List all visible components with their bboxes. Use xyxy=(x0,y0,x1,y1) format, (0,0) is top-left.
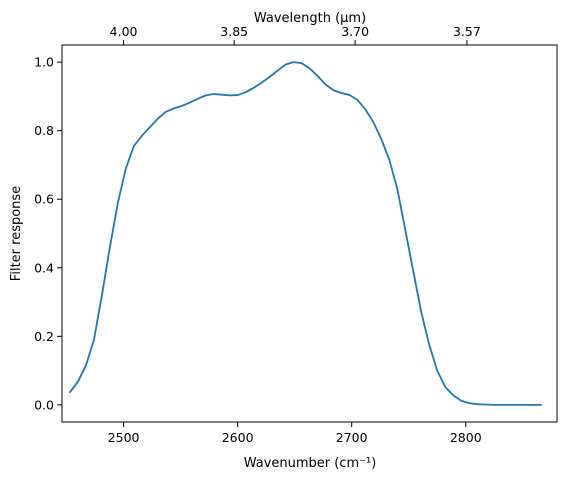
series-layer xyxy=(69,61,542,406)
x-tick-label: 2600 xyxy=(222,430,254,445)
x-tick-label: 2800 xyxy=(450,430,482,445)
x-axis-title: Wavenumber (cm⁻¹) xyxy=(244,456,377,471)
y-tick-label: 1.0 xyxy=(34,55,54,70)
x-tick-label: 2500 xyxy=(108,430,140,445)
x-axis-bottom: 2500 2600 2700 2800 xyxy=(108,422,482,445)
y-tick-label: 0.2 xyxy=(34,329,54,344)
y-axis-title: Filter response xyxy=(9,186,24,281)
top-axis-title: Wavelength (μm) xyxy=(254,11,366,26)
y-tick-label: 0.0 xyxy=(34,397,54,412)
top-tick-label: 3.70 xyxy=(341,24,369,39)
filter-response-line xyxy=(69,61,542,406)
y-tick-label: 0.6 xyxy=(34,192,54,207)
y-axis-left: 0.0 0.2 0.4 0.6 0.8 1.0 xyxy=(34,55,62,412)
y-tick-label: 0.4 xyxy=(34,260,54,275)
top-tick-label: 4.00 xyxy=(110,24,138,39)
y-tick-label: 0.8 xyxy=(34,123,54,138)
top-tick-label: 3.85 xyxy=(220,24,248,39)
top-tick-label: 3.57 xyxy=(453,24,481,39)
plot-frame xyxy=(61,44,558,423)
x-tick-label: 2700 xyxy=(336,430,368,445)
x-axis-top: 4.00 3.85 3.70 3.57 xyxy=(110,24,481,45)
